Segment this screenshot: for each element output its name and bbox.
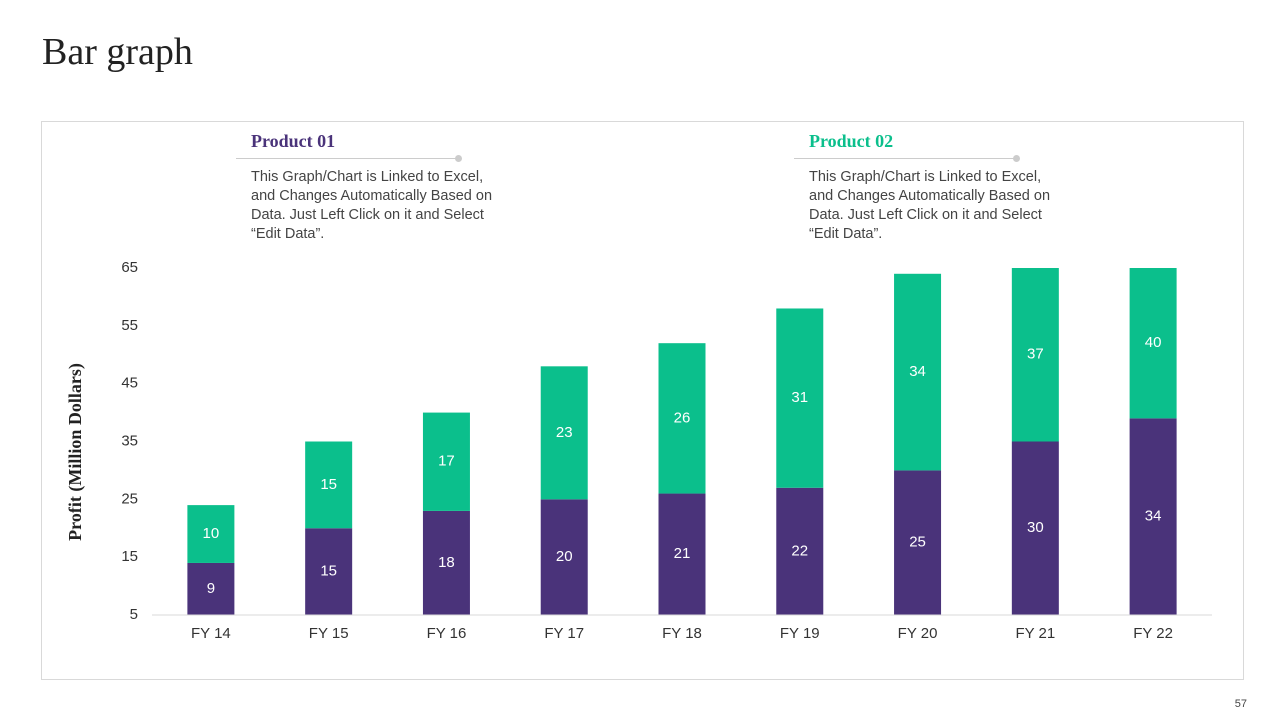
y-tick-label: 35 [121, 432, 138, 449]
bar-segment [187, 505, 235, 563]
bar-segment [894, 273, 942, 471]
bar-segment [1011, 441, 1059, 615]
bar-segment [1011, 268, 1059, 442]
bar-segment [894, 470, 942, 615]
bar-segment [422, 510, 470, 615]
x-tick-label: FY 22 [1133, 625, 1173, 642]
value-label: 31 [791, 389, 808, 406]
y-axis-label: Profit (Million Dollars) [65, 363, 86, 541]
bar-segment [187, 562, 235, 615]
bar-segment [540, 366, 588, 500]
x-tick-label: FY 20 [898, 625, 938, 642]
value-label: 34 [1145, 508, 1162, 525]
value-label: 37 [1027, 346, 1044, 363]
value-label: 20 [556, 548, 573, 565]
legend-title: Product 02 [809, 131, 894, 151]
bar-segment [1129, 268, 1177, 419]
x-tick-label: FY 21 [1015, 625, 1055, 642]
legend-rule [794, 155, 1020, 162]
y-tick-label: 55 [121, 317, 138, 334]
legend-text: This Graph/Chart is Linked to Excel, and… [809, 169, 1051, 242]
bar-segment [776, 308, 824, 488]
legend-rule [236, 155, 462, 162]
y-tick-label: 65 [121, 259, 138, 276]
value-label: 23 [556, 424, 573, 441]
value-label: 18 [438, 554, 455, 571]
bar-segment [658, 343, 706, 494]
legend-title: Product 01 [251, 131, 336, 151]
bar-segment [540, 499, 588, 615]
x-tick-label: FY 19 [780, 625, 820, 642]
legend-product-01: Product 01 This Graph/Chart is Linked to… [236, 131, 506, 244]
legend-text: This Graph/Chart is Linked to Excel, and… [251, 169, 493, 242]
value-label: 22 [791, 542, 808, 559]
y-tick-label: 25 [121, 490, 138, 507]
bar-segment [776, 487, 824, 615]
x-tick-label: FY 16 [427, 625, 467, 642]
y-tick-label: 45 [121, 375, 138, 392]
bar-segment [1129, 418, 1177, 615]
y-tick-label: 15 [121, 548, 138, 565]
bar-segment [422, 412, 470, 511]
bar-segment [658, 493, 706, 615]
chart-frame [41, 121, 1244, 680]
bar-segment [305, 528, 353, 615]
value-label: 40 [1145, 334, 1162, 351]
x-tick-label: FY 15 [309, 625, 349, 642]
legend-product-02: Product 02 This Graph/Chart is Linked to… [794, 131, 1064, 244]
value-label: 25 [909, 534, 926, 551]
value-label: 15 [320, 476, 337, 493]
value-label: 15 [320, 563, 337, 580]
slide-title: Bar graph [42, 31, 193, 73]
value-label: 30 [1027, 519, 1044, 536]
value-label: 9 [207, 580, 215, 597]
x-tick-label: FY 17 [544, 625, 584, 642]
y-tick-label: 5 [130, 606, 138, 623]
value-label: 10 [203, 525, 220, 542]
value-label: 21 [674, 545, 691, 562]
bars [187, 268, 1177, 615]
page-number: 57 [1234, 698, 1247, 710]
bar-segment [305, 441, 353, 529]
value-label: 26 [674, 409, 691, 426]
value-label: 34 [909, 363, 926, 380]
value-label: 17 [438, 453, 455, 470]
x-tick-label: FY 18 [662, 625, 702, 642]
x-tick-label: FY 14 [191, 625, 231, 642]
